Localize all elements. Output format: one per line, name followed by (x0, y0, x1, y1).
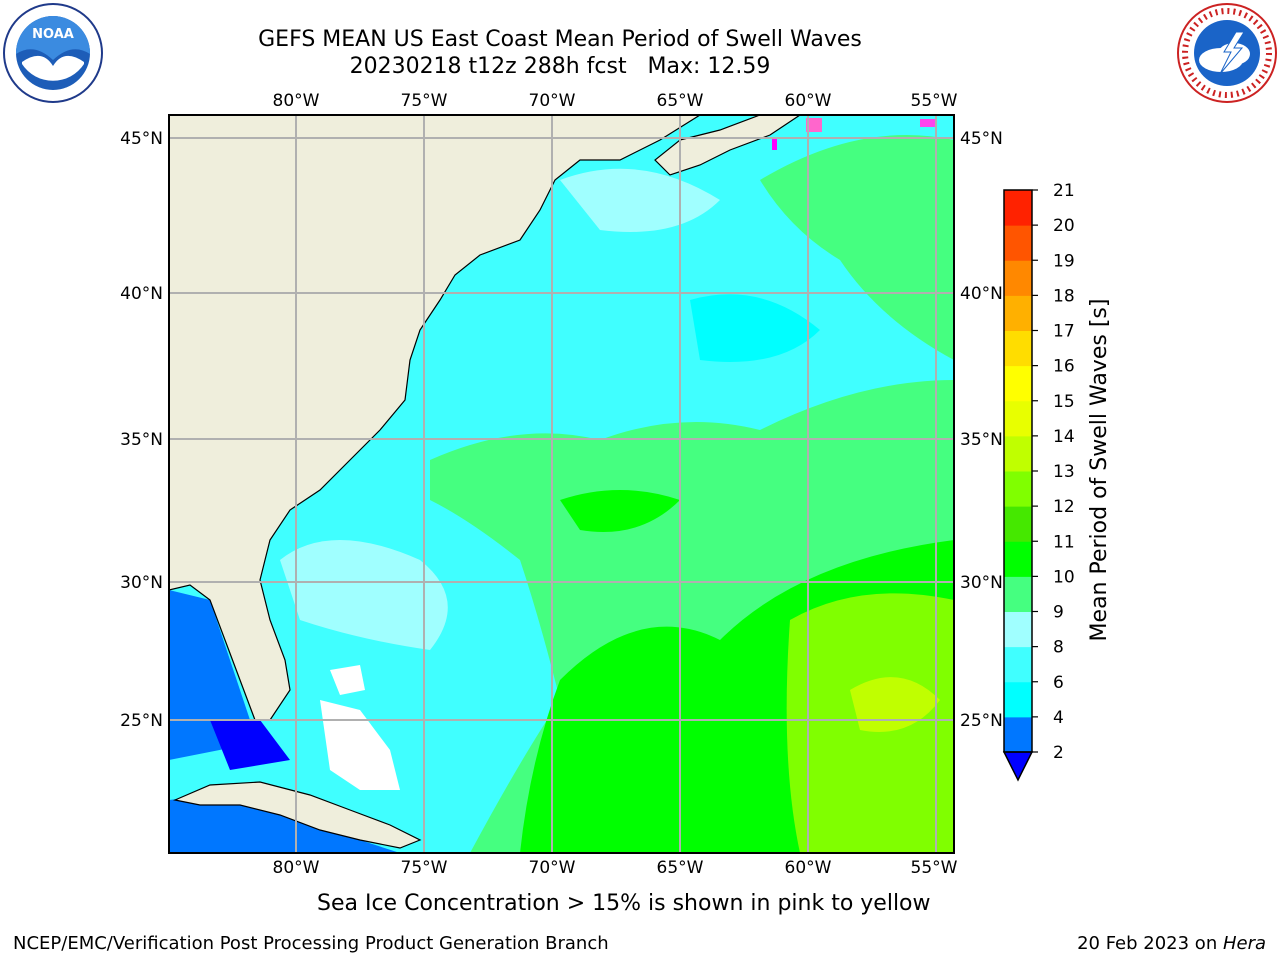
colorbar-segment (1004, 190, 1032, 226)
colorbar-segment (1004, 330, 1032, 367)
colorbar-tick-label: 4 (1053, 708, 1064, 728)
lon-label: 65°W (657, 91, 704, 111)
colorbar-tick-label: 13 (1053, 462, 1075, 482)
colorbar-tick-label: 6 (1053, 673, 1064, 693)
lat-label: 30°N (120, 573, 163, 593)
noaa-logo-icon: NOAA (3, 3, 103, 103)
colorbar-tick-label: 16 (1053, 357, 1075, 377)
latitude-labels-left: 45°N 40°N 35°N 30°N 25°N (120, 129, 163, 731)
colorbar-tick-label: 10 (1053, 567, 1075, 587)
colorbar-segment (1004, 365, 1032, 402)
lat-label: 45°N (960, 129, 1003, 149)
map-frame (168, 114, 955, 854)
colorbar-tick-label: 8 (1053, 638, 1064, 658)
under-range-region (210, 720, 290, 770)
bahamas-no-data (330, 665, 365, 695)
longitude-labels-bottom: 80°W 75°W 70°W 65°W 60°W 55°W (273, 858, 958, 878)
lat-label: 35°N (960, 430, 1003, 450)
sea-ice-note: Sea Ice Concentration > 15% is shown in … (317, 891, 931, 916)
map-subtitle-forecast: 20230218 t12z 288h fcst Max: 12.59 (349, 54, 771, 79)
colorbar-title: Mean Period of Swell Waves [s] (1087, 299, 1112, 642)
lat-label: 25°N (960, 711, 1003, 731)
lon-label: 80°W (273, 91, 320, 111)
colorbar-segment (1004, 295, 1032, 331)
colorbar: 2 4 6 8 9 10 11 12 13 14 15 16 17 18 19 20 21 (1002, 181, 1075, 782)
nova-scotia-land (654, 115, 802, 176)
colorbar-tick-label: 14 (1053, 427, 1075, 447)
colorbar-tick-label: 15 (1053, 392, 1075, 412)
colorbar-tick-label: 21 (1053, 181, 1075, 201)
lat-label: 45°N (120, 129, 163, 149)
lat-label: 25°N (120, 711, 163, 731)
lon-label: 80°W (273, 858, 320, 878)
lon-label: 70°W (529, 858, 576, 878)
colorbar-segment (1004, 716, 1032, 753)
longitude-labels-top: 80°W 75°W 70°W 65°W 60°W 55°W (273, 91, 958, 111)
colorbar-segment (1004, 435, 1032, 472)
lon-label: 60°W (785, 91, 832, 111)
caribbean-region (169, 790, 400, 853)
gulf-of-mexico-region (169, 590, 270, 760)
colorbar-segment (1004, 541, 1032, 577)
sea-ice-patch (772, 138, 777, 150)
cuba-land (172, 781, 422, 849)
lon-label: 75°W (401, 91, 448, 111)
lon-label: 55°W (911, 91, 958, 111)
map-gridlines (169, 115, 954, 853)
colorbar-segment (1004, 225, 1032, 261)
lon-label: 75°W (401, 858, 448, 878)
lon-label: 60°W (785, 858, 832, 878)
lon-label: 65°W (657, 858, 704, 878)
colorbar-under-triangle (1002, 751, 1034, 782)
long-swell-region (560, 490, 680, 532)
footer-host: Hera (1222, 933, 1266, 954)
north-america-land (169, 115, 702, 721)
colorbar-tick-label: 19 (1053, 251, 1075, 271)
colorbar-segment (1004, 576, 1032, 612)
colorbar-segment (1004, 681, 1032, 718)
lat-label: 40°N (120, 284, 163, 304)
colorbar-segment (1004, 611, 1032, 648)
sea-ice-patch (806, 118, 822, 132)
footer-date-text: 20 Feb 2023 on (1077, 933, 1223, 954)
lon-label: 70°W (529, 91, 576, 111)
colorbar-segment (1004, 471, 1032, 507)
colorbar-segment (1004, 646, 1032, 683)
lon-label: 55°W (911, 858, 958, 878)
light-swell-region (280, 540, 448, 650)
colorbar-tick-label: 9 (1053, 603, 1064, 623)
colorbar-tick-label: 20 (1053, 216, 1075, 236)
colorbar-tick-label: 11 (1053, 532, 1075, 552)
lat-label: 40°N (960, 284, 1003, 304)
footer-credit: NCEP/EMC/Verification Post Processing Pr… (13, 933, 609, 954)
sea-ice-patch (920, 119, 936, 127)
colorbar-segment (1004, 400, 1032, 437)
colorbar-tick-label: 2 (1053, 743, 1064, 763)
lat-label: 35°N (120, 430, 163, 450)
bahamas-no-data (320, 700, 400, 790)
nws-logo-icon (1177, 3, 1277, 103)
latitude-labels-right: 45°N 40°N 35°N 30°N 25°N (960, 129, 1003, 731)
colorbar-segment (1004, 506, 1032, 542)
lat-label: 30°N (960, 573, 1003, 593)
map-title: GEFS MEAN US East Coast Mean Period of S… (258, 27, 862, 52)
short-swell-region (690, 294, 820, 362)
colorbar-tick-label: 12 (1053, 497, 1075, 517)
colorbar-tick-label: 17 (1053, 322, 1075, 342)
colorbar-segment (1004, 260, 1032, 296)
colorbar-tick-label: 18 (1053, 286, 1075, 306)
map-area (169, 115, 954, 853)
peak-swell-region (850, 677, 940, 732)
svg-text:NOAA: NOAA (32, 27, 74, 42)
footer-date: 20 Feb 2023 on Hera (1077, 933, 1266, 955)
